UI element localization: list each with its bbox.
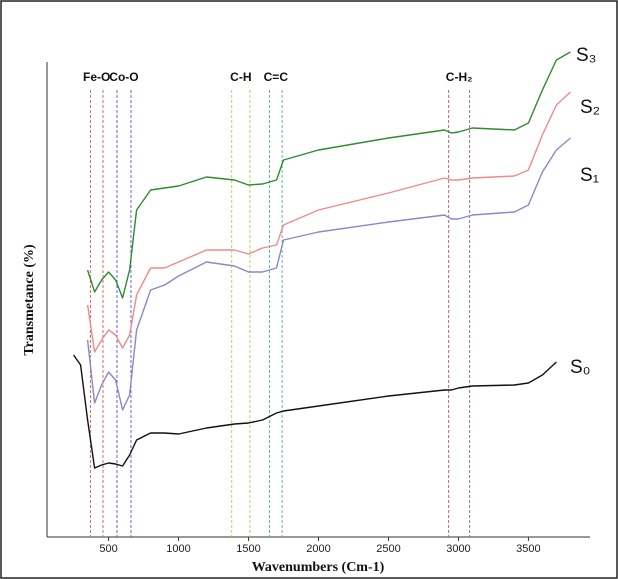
annotation: Fe-O (83, 70, 110, 84)
x-tick-label: 2500 (376, 543, 400, 555)
series-label: S₃ (576, 45, 596, 66)
series-label: S₁ (580, 165, 599, 186)
annotation: Co-O (109, 70, 138, 84)
series-label: S₂ (580, 97, 600, 118)
x-tick-label: 500 (99, 543, 117, 555)
series-line (86, 91, 571, 353)
x-axis-label: Wavenumbers (Cm-1) (252, 560, 385, 575)
y-axis-label: Transmetance (%) (22, 244, 37, 356)
x-tick-label: 1500 (236, 543, 260, 555)
annotation: C-H₂ (446, 70, 473, 84)
annotation: C=C (264, 70, 289, 84)
x-tick-label: 3500 (516, 543, 540, 555)
annotation: C-H (230, 70, 251, 84)
series-line (73, 354, 557, 469)
x-tick-label: 1000 (166, 543, 190, 555)
x-tick-label: 2000 (306, 543, 330, 555)
x-tick-label: 3000 (446, 543, 470, 555)
series-line (86, 137, 571, 411)
series-line (86, 51, 571, 299)
series-label: S₀ (570, 357, 591, 378)
